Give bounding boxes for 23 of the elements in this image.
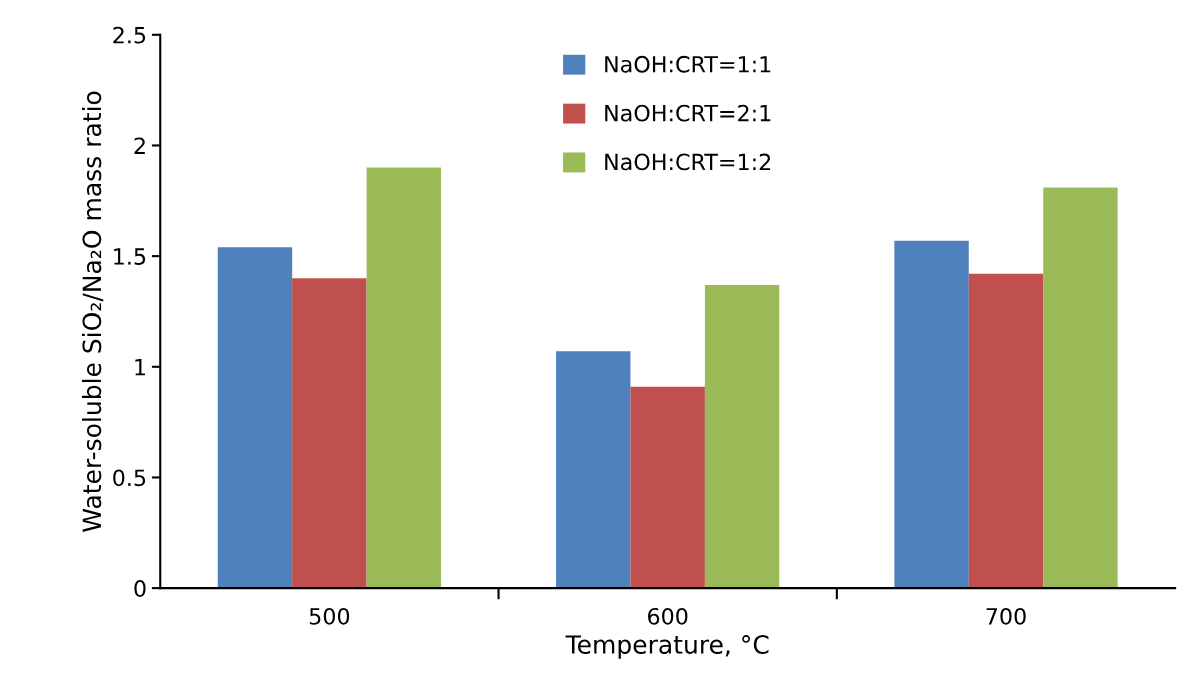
y-tick-label: 1.5: [114, 248, 146, 265]
bar: [217, 247, 293, 589]
y-tick-label: 1: [135, 359, 145, 376]
x-tick-label: 600: [648, 607, 688, 625]
y-tick-label: 2.5: [113, 26, 146, 44]
x-tick-label: 700: [986, 607, 1026, 625]
bar: [292, 278, 367, 589]
bar: [366, 167, 442, 589]
y-tick-label: 2: [134, 137, 145, 154]
y-axis-title: Water-soluble SiO₂/Na₂O mass ratio: [81, 91, 104, 532]
x-tick-label: 500: [309, 607, 350, 625]
y-tick-label: 0: [134, 580, 146, 597]
bar: [1043, 187, 1118, 589]
bar: [968, 273, 1044, 589]
x-axis-title: Temperature, °C: [565, 635, 769, 659]
legend-label: NaOH:CRT=1:1: [605, 55, 771, 73]
legend-label: NaOH:CRT=2:1: [605, 104, 771, 122]
y-tick-label: 0.5: [113, 469, 146, 487]
legend-label: NaOH:CRT=1:2: [605, 153, 771, 171]
bar: [894, 240, 969, 589]
bar: [630, 386, 705, 589]
bar: [704, 284, 780, 589]
bar: [556, 351, 631, 589]
